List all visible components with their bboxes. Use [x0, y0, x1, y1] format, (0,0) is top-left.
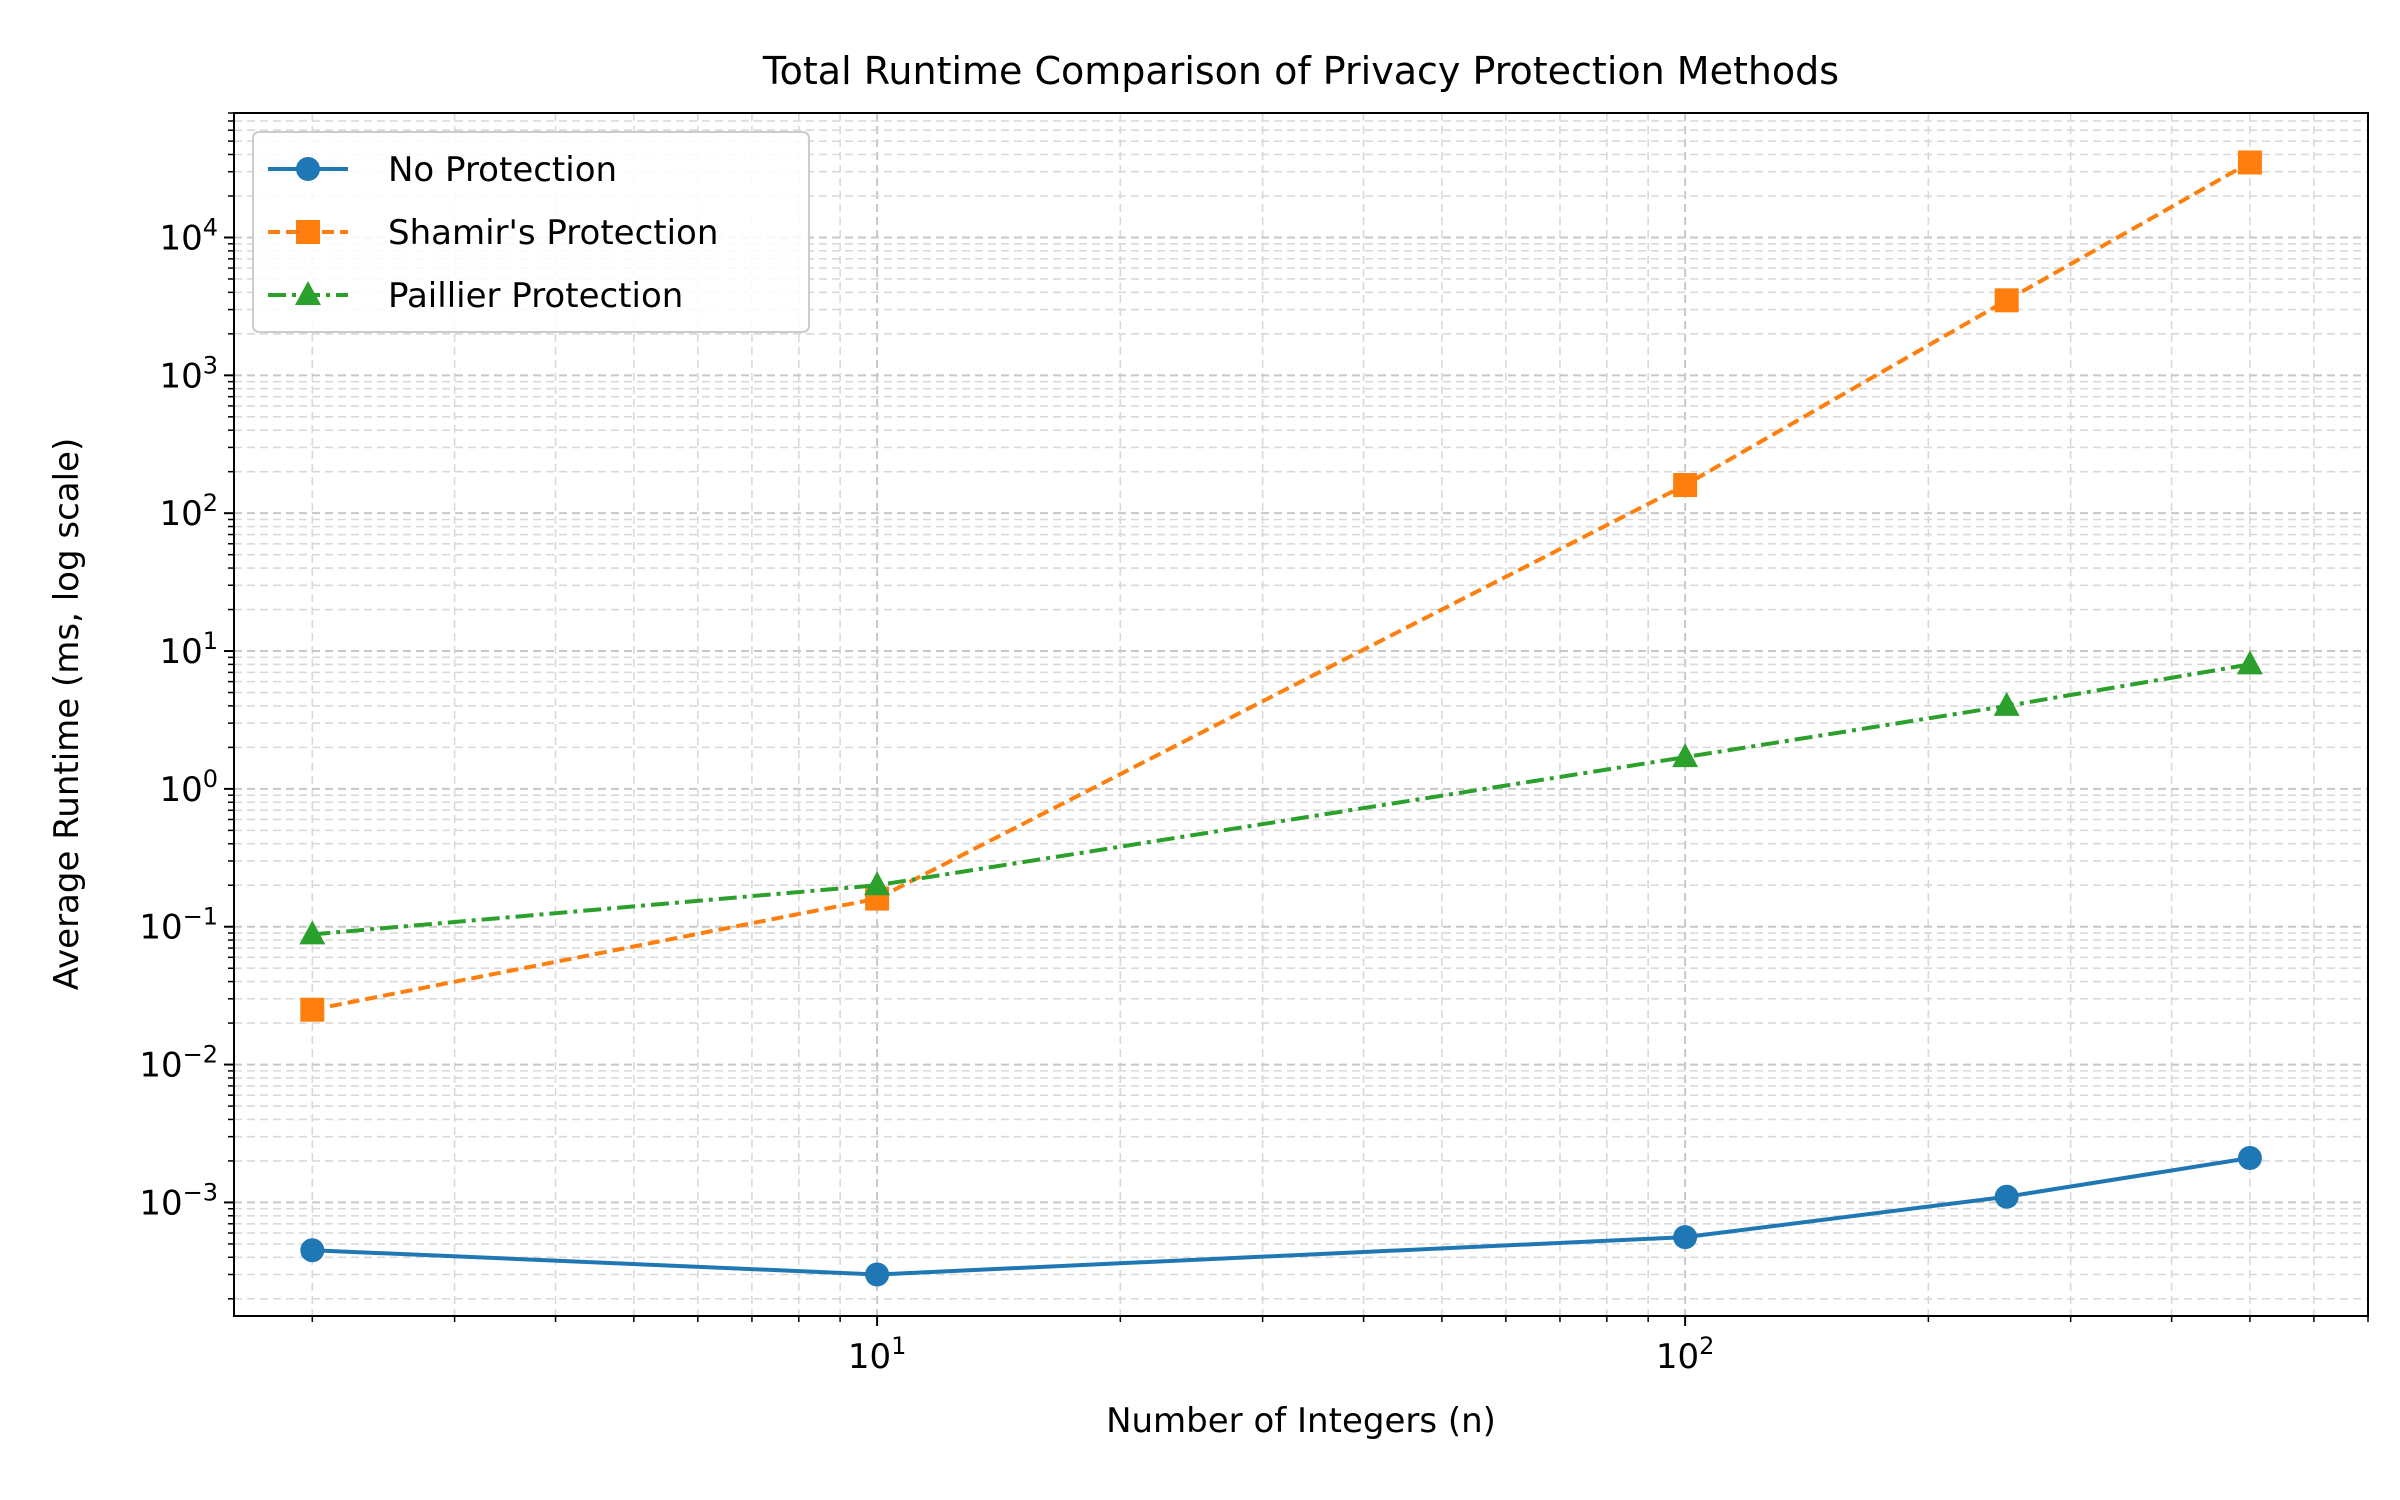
- legend-entry: Paillier Protection: [268, 276, 683, 316]
- data-point: [299, 920, 326, 945]
- x-axis-label: Number of Integers (n): [1106, 1401, 1496, 1441]
- y-axis-label: Average Runtime (ms, log scale): [47, 438, 87, 990]
- data-point: [300, 1238, 325, 1263]
- y-tick-label: 104: [159, 213, 218, 258]
- data-point: [1994, 1184, 2019, 1209]
- data-point: [2237, 150, 2262, 175]
- series-1: [300, 150, 2262, 1022]
- series-group: [299, 150, 2263, 1287]
- data-point: [865, 1262, 890, 1287]
- data-point: [1673, 473, 1698, 498]
- axis-ticks: 101 102 10−3 10−2 10−1 100 101 102 103 104: [139, 112, 2369, 1377]
- y-tick-label: 101: [159, 627, 218, 672]
- x-tick-label: 102: [1656, 1332, 1715, 1377]
- data-point: [1993, 691, 2020, 716]
- data-point: [2237, 1146, 2262, 1171]
- series-2: [299, 650, 2263, 945]
- legend-entry: Shamir's Protection: [268, 213, 718, 253]
- legend-label: No Protection: [388, 150, 617, 190]
- legend-marker: [295, 281, 321, 305]
- legend-label: Shamir's Protection: [388, 213, 718, 253]
- legend-entry: No Protection: [268, 150, 617, 190]
- legend-marker: [296, 220, 320, 244]
- data-point: [864, 871, 891, 896]
- data-point: [1994, 288, 2019, 313]
- legend: No Protection Shamir's Protection Paillier…: [252, 131, 810, 333]
- x-tick-label: 101: [848, 1332, 907, 1377]
- legend-box: [252, 131, 810, 333]
- y-tick-label: 103: [159, 351, 218, 396]
- series-0: [300, 1146, 2262, 1287]
- data-point: [300, 997, 325, 1022]
- chart-title: Total Runtime Comparison of Privacy Prot…: [762, 49, 1839, 93]
- plot-frame: [233, 112, 2369, 1317]
- data-point: [1673, 1225, 1698, 1250]
- data-point: [2236, 650, 2263, 675]
- y-tick-label: 100: [159, 765, 218, 810]
- y-tick-label: 10−1: [139, 903, 218, 948]
- y-tick-label: 10−3: [139, 1178, 218, 1223]
- legend-label: Paillier Protection: [388, 276, 683, 316]
- y-tick-label: 102: [159, 489, 218, 534]
- y-tick-label: 10−2: [139, 1041, 218, 1086]
- legend-marker: [296, 157, 320, 181]
- data-point: [1672, 743, 1699, 768]
